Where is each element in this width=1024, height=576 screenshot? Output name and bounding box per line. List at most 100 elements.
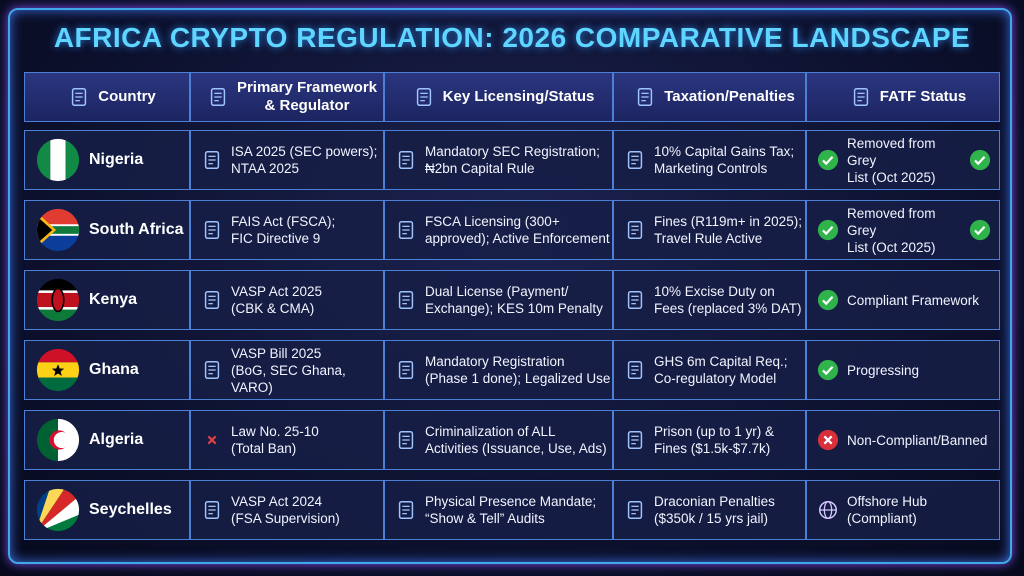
table-cell: 10% Capital Gains Tax; Marketing Controls <box>613 130 806 190</box>
cell-text: Draconian Penalties ($350k / 15 yrs jail) <box>654 493 775 527</box>
text-line: FIC Directive 9 <box>231 231 321 246</box>
table-cell: Removed from Grey List (Oct 2025) <box>806 200 1000 260</box>
table-cell: Mandatory SEC Registration; ₦2bn Capital … <box>384 130 613 190</box>
icon <box>817 429 839 451</box>
country-name: Ghana <box>89 361 139 378</box>
table-cell: Mandatory Registration (Phase 1 done); Le… <box>384 340 613 400</box>
table-cell: VASP Act 2024 (FSA Supervision) <box>190 480 384 540</box>
icon <box>207 435 217 445</box>
title: AFRICA CRYPTO REGULATION: 2026 COMPARATI… <box>53 22 971 53</box>
table-cell: Law No. 25-10 (Total Ban) <box>190 410 384 470</box>
table-cell: Criminalization of ALL Activities (Issuan… <box>384 410 613 470</box>
text-line: Fees (replaced 3% DAT) <box>654 301 802 316</box>
text-line: Removed from Grey <box>847 205 936 238</box>
icon <box>627 501 643 519</box>
text-line: Primary Framework <box>236 79 378 96</box>
cell-text: Taxation/Penalties <box>664 88 795 106</box>
icon <box>398 361 414 379</box>
icon <box>819 501 837 519</box>
icon <box>627 361 643 379</box>
text-line: Prison (up to 1 yr) & <box>654 424 775 439</box>
text-line: Key Licensing/Status <box>442 88 595 105</box>
icon <box>817 289 839 311</box>
text-line: Country <box>98 88 156 105</box>
text-line: GHS 6m Capital Req.; <box>654 354 788 369</box>
cell-text: Law No. 25-10 (Total Ban) <box>231 423 319 457</box>
cell-text: Prison (up to 1 yr) & Fines ($1.5k-$7.7k) <box>654 423 774 457</box>
text-line: (Phase 1 done); Legalized Use <box>425 371 611 386</box>
icon <box>817 359 839 381</box>
icon <box>638 88 653 106</box>
country-name: Nigeria <box>89 151 144 168</box>
cell-text: FATF Status <box>880 88 966 106</box>
icon <box>204 361 220 379</box>
icon <box>72 88 87 106</box>
icon <box>36 348 80 392</box>
text-line: (Compliant) <box>847 511 917 526</box>
cell-text: VASP Act 2025 (CBK & CMA) <box>231 283 322 317</box>
icon <box>204 501 220 519</box>
text-line: List (Oct 2025) <box>847 239 936 255</box>
cell-text: Dual License (Payment/Exchange); KES 10m… <box>425 283 603 317</box>
header-cell: Country <box>24 72 190 122</box>
cell-text: GHS 6m Capital Req.; Co-regulatory Model <box>654 353 788 387</box>
country-cell: South Africa <box>24 200 190 260</box>
cell-text: 10% Excise Duty on Fees (replaced 3% DAT) <box>654 283 802 317</box>
table-cell: Progressing <box>806 340 1000 400</box>
text-line: approved); Active Enforcement <box>425 231 610 246</box>
icon <box>853 88 868 106</box>
cell-text: Progressing <box>847 362 919 379</box>
cell-text: 10% Capital Gains Tax; Marketing Controls <box>654 143 794 177</box>
table-cell: GHS 6m Capital Req.; Co-regulatory Model <box>613 340 806 400</box>
icon <box>398 501 414 519</box>
table-cell: Fines (R119m+ in 2025); Travel Rule Activ… <box>613 200 806 260</box>
country-cell: Ghana <box>24 340 190 400</box>
header-cell: Taxation/Penalties <box>613 72 806 122</box>
table-cell: Draconian Penalties ($350k / 15 yrs jail) <box>613 480 806 540</box>
text-line: Travel Rule Active <box>654 231 763 246</box>
icon <box>36 278 80 322</box>
icon <box>398 291 414 309</box>
icon <box>36 418 80 462</box>
country-cell: Kenya <box>24 270 190 330</box>
text-line: & Regulator <box>264 97 350 114</box>
text-line: Removed from Grey <box>847 135 936 168</box>
table-cell: ISA 2025 (SEC powers); NTAA 2025 <box>190 130 384 190</box>
icon <box>416 88 431 106</box>
text-line: Fines (R119m+ in 2025); <box>654 214 802 229</box>
country-cell: Seychelles <box>24 480 190 540</box>
cell-text: Removed from Grey List (Oct 2025) <box>847 135 959 186</box>
text-line: Fines ($1.5k-$7.7k) <box>654 441 771 456</box>
text-line: Activities (Issuance, Use, Ads) <box>425 441 607 456</box>
country-name: Seychelles <box>89 501 172 518</box>
text-line: FATF Status <box>879 88 967 105</box>
text-line: Marketing Controls <box>654 161 768 176</box>
text-line: Non-Compliant/Banned <box>847 432 988 448</box>
cell-text: VASP Act 2024 (FSA Supervision) <box>231 493 340 527</box>
text-line: VASP Bill 2025 <box>231 345 322 361</box>
icon <box>36 488 80 532</box>
table-cell: Dual License (Payment/Exchange); KES 10m… <box>384 270 613 330</box>
text-line: 10% Excise Duty on <box>654 284 775 299</box>
table-cell: VASP Bill 2025 (BoG, SEC Ghana, VARO) <box>190 340 384 400</box>
icon <box>817 219 839 241</box>
icon <box>210 88 226 106</box>
text-line: VASP Act 2025 <box>231 284 323 299</box>
text-line: Co-regulatory Model <box>654 371 777 386</box>
text-line: FSCA Licensing (300+ <box>425 214 560 229</box>
text-line: (Total Ban) <box>231 441 297 456</box>
cell-text: VASP Bill 2025 (BoG, SEC Ghana, VARO) <box>231 345 383 396</box>
country-name: Algeria <box>89 431 144 448</box>
text-line: “Show & Tell” Audits <box>425 511 545 526</box>
cell-text: Mandatory SEC Registration; ₦2bn Capital … <box>425 143 600 177</box>
text-line: (CBK & CMA) <box>231 301 315 316</box>
text-line: Mandatory Registration <box>425 354 565 369</box>
icon <box>398 151 414 169</box>
cell-text: Physical Presence Mandate; “Show & Tell” … <box>425 493 596 527</box>
cell-text: Offshore Hub (Compliant) <box>847 493 927 527</box>
table-cell: 10% Excise Duty on Fees (replaced 3% DAT) <box>613 270 806 330</box>
cell-text: Non-Compliant/Banned <box>847 432 987 449</box>
icon <box>969 149 991 171</box>
icon <box>627 151 643 169</box>
